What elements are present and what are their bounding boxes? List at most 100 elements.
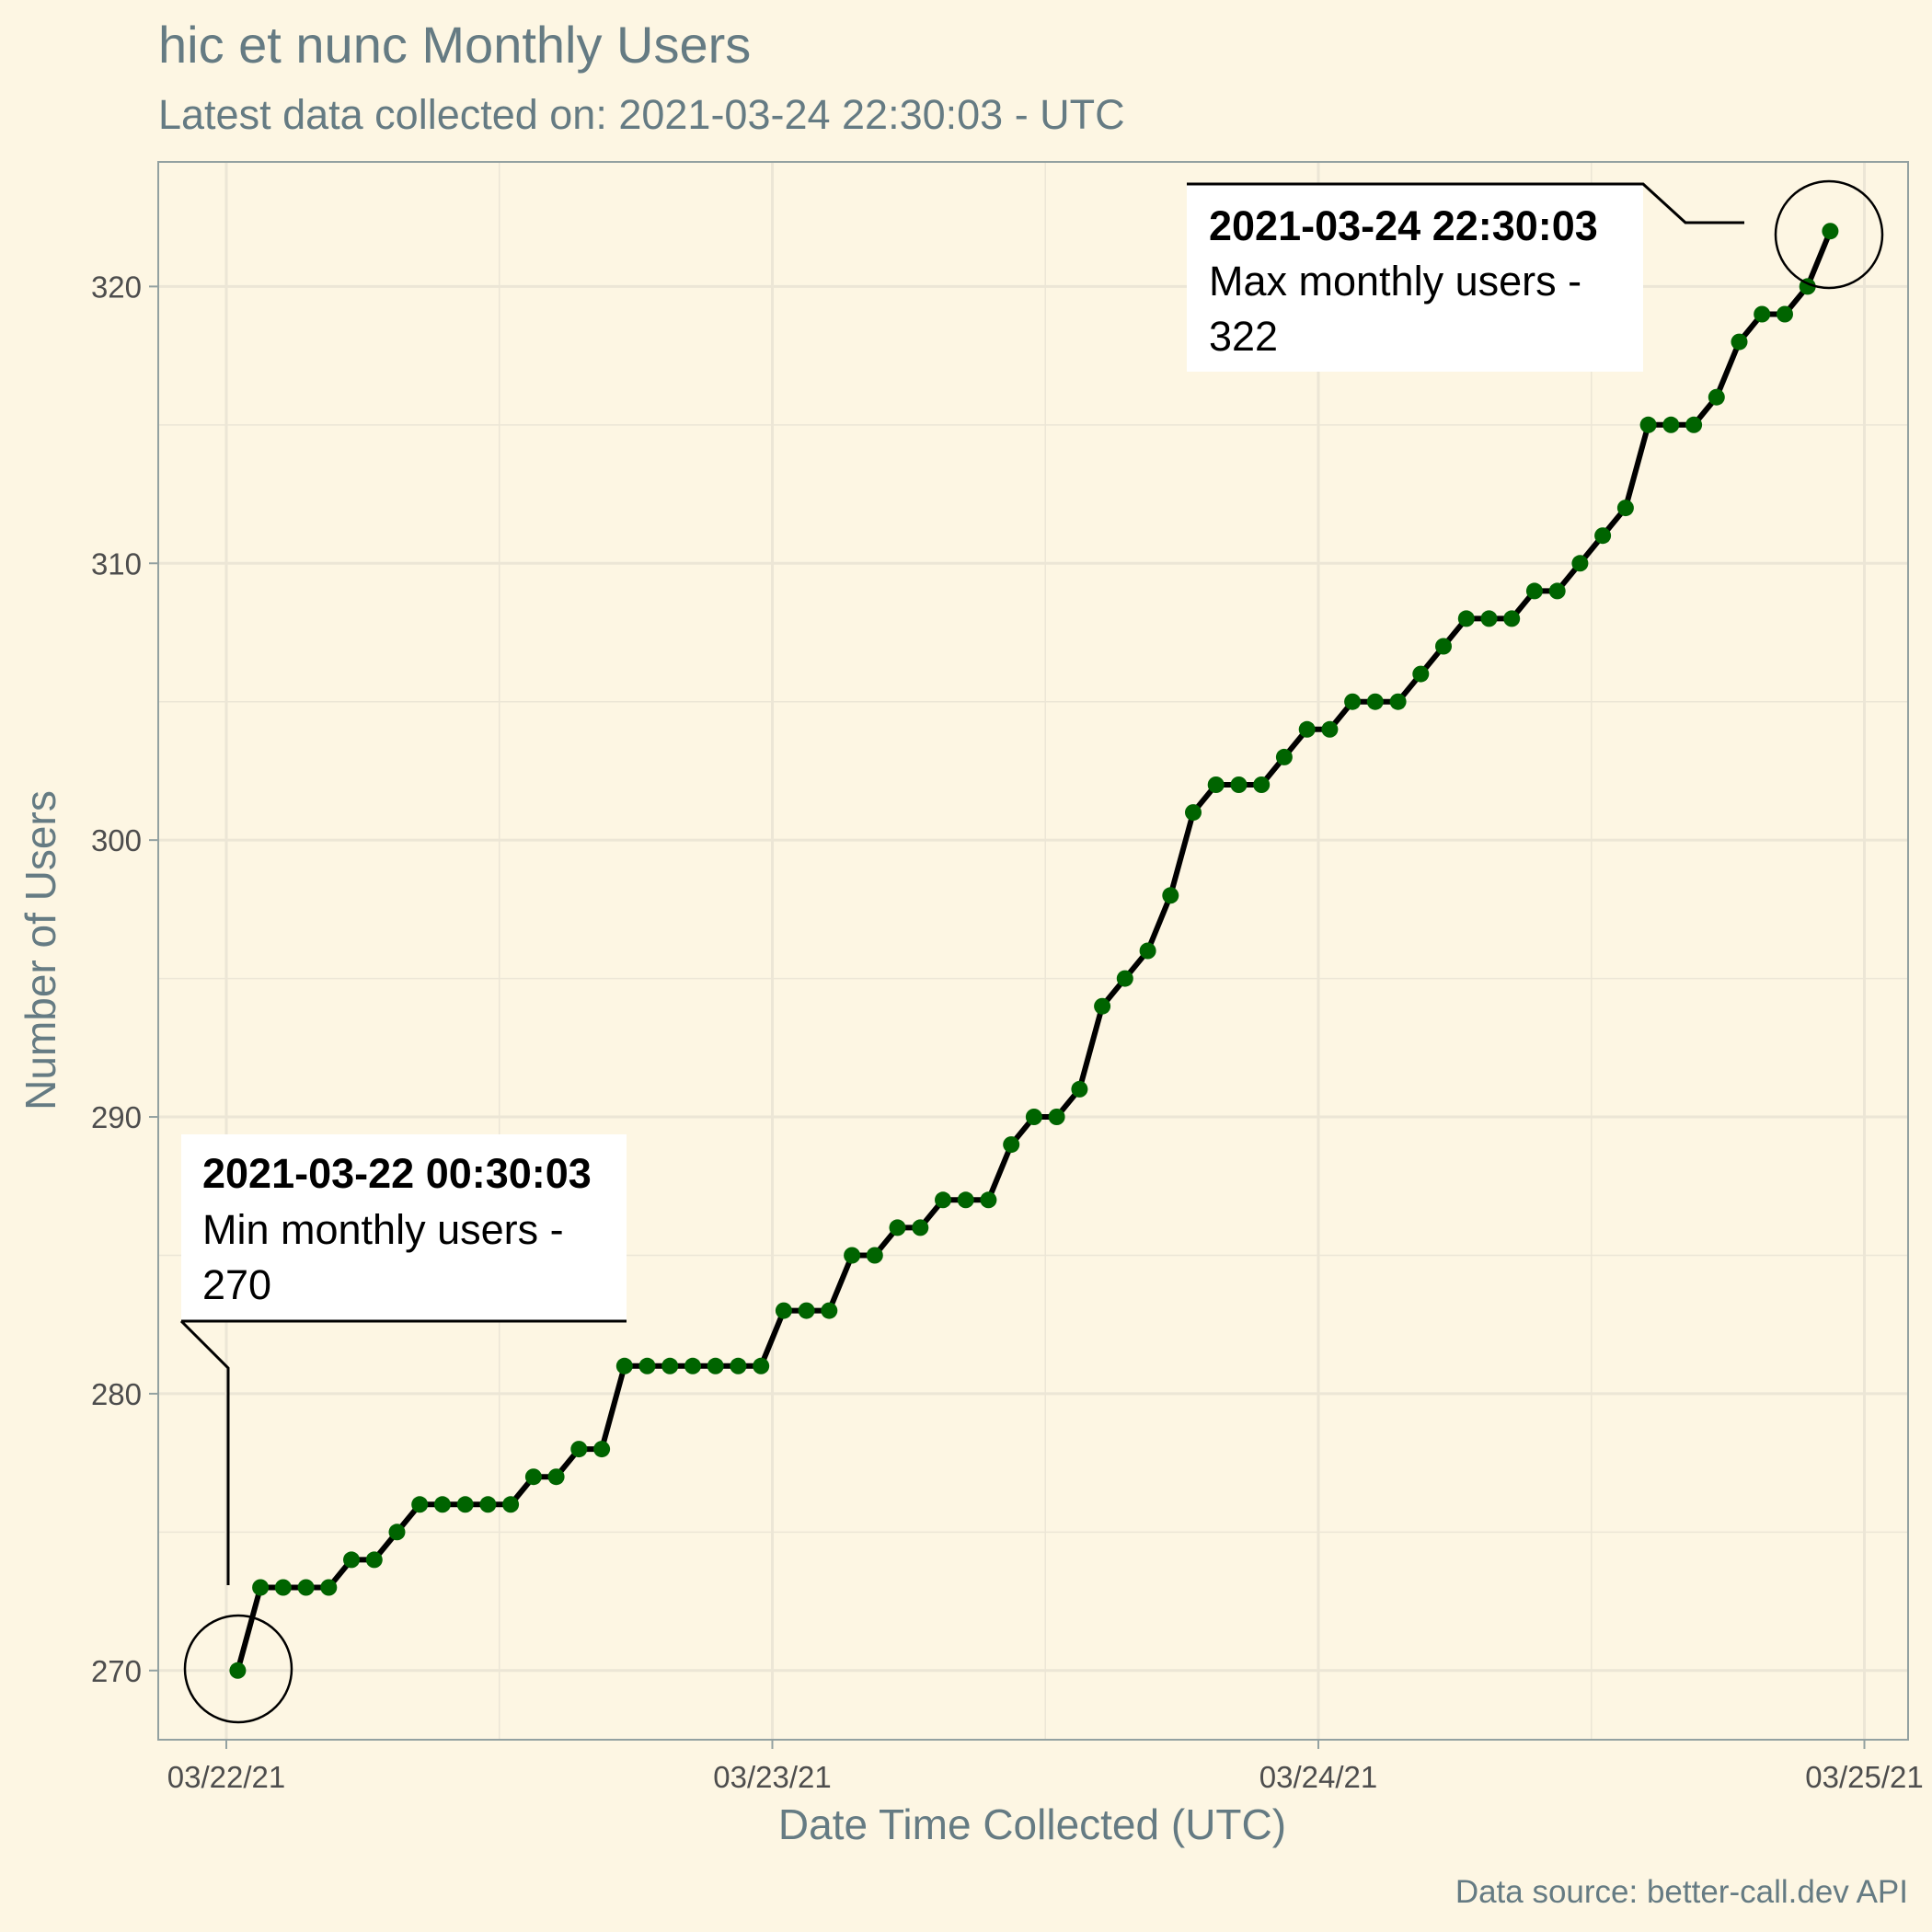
data-point	[433, 1496, 451, 1513]
annotation-max-leader	[1187, 182, 1744, 224]
x-tick-label: 03/24/21	[1259, 1760, 1377, 1794]
y-axis-title: Number of Users	[17, 790, 64, 1110]
data-point	[707, 1357, 724, 1374]
data-point	[570, 1441, 588, 1458]
data-point	[844, 1247, 861, 1264]
data-point	[1503, 610, 1521, 627]
data-point	[1685, 416, 1703, 433]
annotation-min-circle	[183, 1614, 293, 1724]
data-point	[388, 1524, 406, 1541]
chart-title: hic et nunc Monthly Users	[158, 16, 751, 74]
plot-border	[157, 161, 1909, 1741]
data-point	[479, 1496, 497, 1513]
annotation-min-line2: 270	[202, 1261, 271, 1308]
y-tick-label: 270	[91, 1654, 142, 1688]
data-point	[1321, 720, 1339, 738]
data-point	[821, 1302, 838, 1319]
data-point	[365, 1551, 383, 1569]
annotation-min-line1: Min monthly users -	[202, 1206, 564, 1253]
data-point	[1571, 555, 1589, 572]
data-point	[1253, 776, 1271, 793]
data-point	[775, 1302, 792, 1319]
data-point	[1594, 527, 1612, 545]
annotation-min: 2021-03-22 00:30:03 Min monthly users - …	[179, 1134, 627, 1724]
data-point	[524, 1468, 542, 1486]
annotation-min-leader	[179, 1319, 627, 1585]
data-point	[1071, 1080, 1088, 1098]
data-point	[1731, 333, 1748, 351]
annotation-max-line2: 322	[1209, 313, 1278, 360]
x-axis-title: Date Time Collected (UTC)	[778, 1800, 1286, 1848]
data-point	[957, 1191, 974, 1209]
data-point	[1139, 942, 1156, 960]
data-point	[547, 1468, 565, 1486]
data-point	[1777, 305, 1793, 323]
data-point	[661, 1357, 679, 1374]
data-point	[252, 1579, 270, 1596]
data-point	[1435, 638, 1452, 655]
data-point	[1230, 776, 1248, 793]
data-point	[889, 1219, 906, 1236]
data-point	[638, 1357, 656, 1374]
data-point	[1116, 970, 1133, 987]
data-point	[1275, 748, 1293, 765]
data-point	[297, 1579, 315, 1596]
data-point	[866, 1247, 883, 1264]
data-point	[456, 1496, 474, 1513]
y-tick-label: 310	[91, 546, 142, 581]
data-point	[1094, 997, 1111, 1015]
annotation-min-title: 2021-03-22 00:30:03	[202, 1150, 592, 1197]
caption: Data source: better-call.dev API	[1455, 1874, 1908, 1910]
x-tick-label: 03/23/21	[713, 1760, 831, 1794]
annotation-max-circle	[1774, 179, 1884, 290]
data-point	[1207, 776, 1225, 793]
data-point	[1366, 693, 1384, 710]
chart-subtitle: Latest data collected on: 2021-03-24 22:…	[158, 91, 1125, 138]
data-point	[1162, 887, 1179, 904]
series-users	[229, 223, 1839, 1679]
data-point	[1298, 720, 1316, 738]
data-point	[1048, 1109, 1065, 1125]
annotation-min-box	[181, 1134, 627, 1321]
data-point	[1708, 388, 1725, 406]
y-tick-label: 290	[91, 1100, 142, 1134]
data-point	[1412, 665, 1430, 683]
annotation-max-box	[1187, 184, 1643, 372]
data-point	[1389, 693, 1407, 710]
data-point	[935, 1191, 951, 1209]
annotation-max-line1: Max monthly users -	[1209, 258, 1581, 305]
data-point	[343, 1551, 360, 1569]
y-axis: 270 280 290 300 310 320	[91, 270, 158, 1688]
data-point	[684, 1357, 701, 1374]
y-tick-label: 280	[91, 1377, 142, 1411]
data-point	[1457, 610, 1475, 627]
data-point	[593, 1441, 611, 1458]
data-point	[615, 1357, 633, 1374]
data-point	[798, 1302, 815, 1319]
data-point	[274, 1579, 292, 1596]
data-point	[980, 1191, 997, 1209]
data-point	[1822, 223, 1839, 240]
data-point	[1025, 1109, 1042, 1125]
data-point	[1003, 1136, 1020, 1154]
data-point	[1548, 582, 1566, 600]
data-point	[730, 1357, 747, 1374]
data-point	[411, 1496, 429, 1513]
data-point	[912, 1219, 929, 1236]
data-point	[1480, 610, 1498, 627]
x-tick-label: 03/25/21	[1805, 1760, 1923, 1794]
annotation-max-title: 2021-03-24 22:30:03	[1209, 202, 1598, 249]
data-point	[1525, 582, 1543, 600]
x-axis: 03/22/21 03/23/21 03/24/21 03/25/21	[167, 1740, 1924, 1794]
x-tick-label: 03/22/21	[167, 1760, 285, 1794]
data-point	[1754, 305, 1771, 323]
annotation-max: 2021-03-24 22:30:03 Max monthly users - …	[1187, 179, 1884, 372]
data-point	[1185, 804, 1202, 822]
y-tick-label: 320	[91, 270, 142, 304]
data-point	[229, 1662, 247, 1679]
data-point	[1639, 416, 1657, 433]
y-tick-label: 300	[91, 823, 142, 857]
data-point	[320, 1579, 338, 1596]
data-point	[753, 1357, 770, 1374]
